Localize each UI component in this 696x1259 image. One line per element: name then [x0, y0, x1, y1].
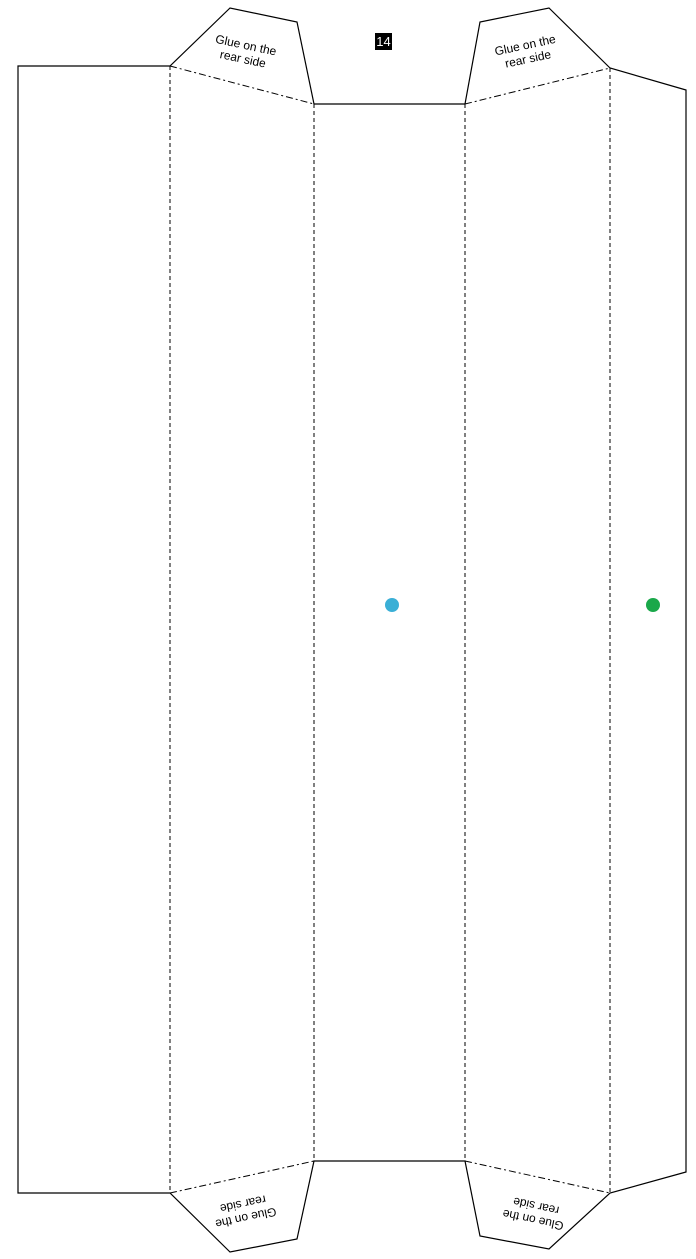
green-dot: [646, 598, 660, 612]
page-number: 14: [376, 34, 390, 49]
glue-tab-top-right: Glue on the rear side: [493, 32, 557, 71]
blue-dot: [385, 598, 399, 612]
tab-fold-top-right: [464, 67, 611, 105]
cut-outline: [17, 7, 687, 1253]
tab-fold-bottom-left: [169, 1160, 315, 1194]
glue-tab-bottom-right: Glue on the rear side: [501, 1194, 565, 1233]
tab-fold-top-left: [169, 65, 315, 105]
glue-tab-bottom-left: Glue on the rear side: [214, 1192, 278, 1231]
glue-tab-top-left: Glue on the rear side: [214, 32, 278, 71]
page-number-box: [375, 33, 392, 50]
tab-fold-bottom-right: [464, 1160, 611, 1194]
